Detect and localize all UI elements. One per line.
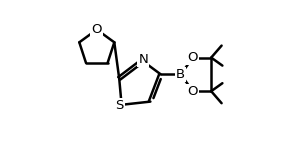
Text: N: N xyxy=(138,53,148,66)
Text: S: S xyxy=(116,99,124,112)
Text: O: O xyxy=(188,51,198,64)
Text: O: O xyxy=(92,23,102,36)
Text: B: B xyxy=(176,68,185,81)
Text: O: O xyxy=(188,85,198,98)
